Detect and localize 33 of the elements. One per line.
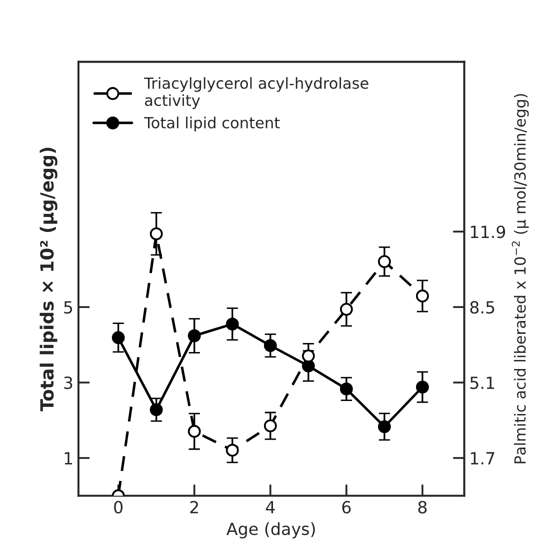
y2-tick-label: 8.5 bbox=[470, 301, 494, 314]
x-tick-label: 6 bbox=[342, 500, 351, 514]
x-tick-label: 8 bbox=[418, 500, 427, 514]
y-tick-label: 5 bbox=[64, 301, 72, 314]
point bbox=[264, 339, 277, 352]
point bbox=[416, 380, 429, 394]
point bbox=[150, 227, 163, 240]
point bbox=[226, 444, 239, 457]
y2-axis-title: Palmitic acid liberated x 10$^{−2}$ (µ mol/30min/egg) bbox=[512, 94, 529, 464]
x-tick-label: 0 bbox=[114, 500, 123, 514]
point bbox=[340, 302, 353, 316]
point bbox=[188, 329, 201, 342]
point bbox=[150, 403, 163, 416]
point bbox=[378, 255, 391, 268]
y-axis-title: Total lipids × 10² (µg/egg) bbox=[40, 148, 58, 412]
point bbox=[378, 420, 391, 434]
point bbox=[188, 424, 201, 438]
y2-tick-label: 5.1 bbox=[470, 376, 494, 390]
point bbox=[416, 290, 429, 302]
y2-tick-label: 1.7 bbox=[470, 452, 494, 464]
point bbox=[340, 382, 353, 396]
x-tick-label: 2 bbox=[190, 500, 198, 514]
legend-label: Total lipid content bbox=[144, 116, 280, 132]
y2-tick-label: 11.9 bbox=[470, 226, 506, 238]
x-axis-title: Age (days) bbox=[226, 522, 315, 538]
legend-label: Triacylglycerol acyl-hydrolase activity bbox=[144, 77, 368, 109]
y-tick-label: 3 bbox=[64, 376, 72, 390]
point bbox=[264, 419, 277, 432]
point bbox=[226, 318, 239, 331]
x-tick-label: 4 bbox=[266, 501, 275, 514]
point bbox=[302, 349, 315, 362]
point bbox=[112, 331, 125, 344]
y-tick-label: 1 bbox=[64, 452, 72, 464]
